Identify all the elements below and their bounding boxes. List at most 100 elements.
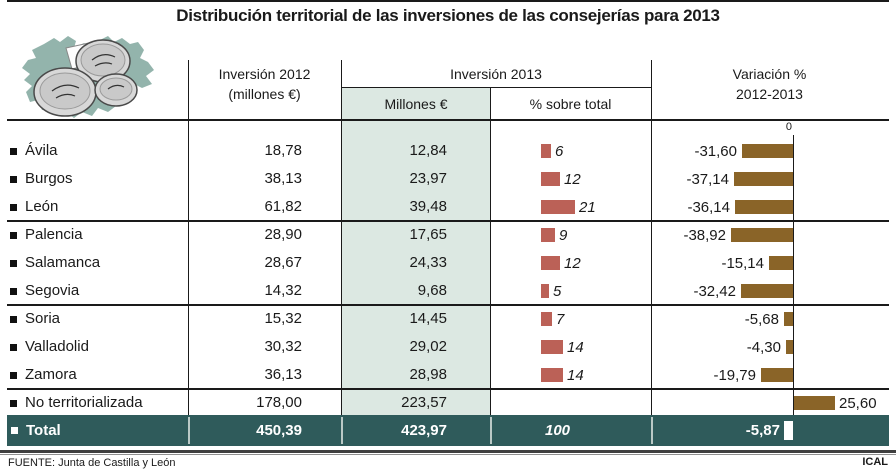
table-row: Valladolid 30,32 29,02 14 -4,30 [0, 333, 896, 361]
variation-bar [761, 368, 793, 382]
footer-rule-dark [0, 450, 896, 453]
euro-coins-icon [33, 39, 138, 117]
variation-value: 25,60 [839, 394, 877, 412]
header-inversion-2012: Inversión 2012 (millones €) [188, 64, 341, 104]
row-label-cell: Burgos [10, 165, 73, 193]
pct-bar [541, 312, 552, 326]
table-row: Soria 15,32 14,45 7 -5,68 [0, 305, 896, 333]
table-row: Salamanca 28,67 24,33 12 -15,14 [0, 249, 896, 277]
header-variacion-line2: 2012-2013 [736, 86, 803, 102]
table-row: Burgos 38,13 23,97 12 -37,14 [0, 165, 896, 193]
inv2012-value: 28,67 [264, 254, 302, 271]
header-inversion-2012-line2: (millones €) [228, 86, 301, 102]
table-row: León 61,82 39,48 21 -36,14 [0, 193, 896, 221]
row-label-cell: Salamanca [10, 249, 100, 277]
row-label: Valladolid [25, 338, 89, 355]
row-label: Zamora [25, 366, 77, 383]
bullet-square-icon [10, 231, 17, 239]
variation-bar [769, 256, 793, 270]
total-variation-bar [784, 421, 793, 440]
subheader-divider [341, 87, 651, 88]
header-variacion: Variación % 2012-2013 [651, 64, 888, 104]
bullet-square-icon [10, 371, 17, 379]
variation-bar [741, 284, 793, 298]
page-title: Distribución territorial de las inversio… [176, 6, 720, 25]
pct-bar [541, 368, 563, 382]
inv2013-value: 14,45 [409, 310, 447, 327]
variation-value: -36,14 [687, 198, 730, 216]
pct-cell: 7 [541, 305, 564, 333]
inv2012-value: 30,32 [264, 338, 302, 355]
variation-bar [786, 340, 793, 354]
pct-cell: 12 [541, 165, 581, 193]
row-label: No territorializada [25, 394, 143, 411]
pct-value: 5 [553, 282, 562, 300]
variation-bar [742, 144, 793, 158]
bullet-square-icon [10, 399, 17, 407]
zero-axis-label: 0 [785, 121, 792, 133]
pct-cell: 9 [541, 221, 567, 249]
column-divider [341, 60, 342, 415]
total-variation-cell: -5,87 [746, 415, 793, 446]
agency-credit: ICAL [862, 456, 888, 468]
row-label-cell: Palencia [10, 221, 83, 249]
total-row-divider [341, 417, 343, 444]
variation-cell: -36,14 [687, 193, 793, 221]
inv2013-value: 12,84 [409, 142, 447, 159]
inv2012-value: 14,32 [264, 282, 302, 299]
total-variation-value: -5,87 [745, 422, 780, 439]
pct-cell: 14 [541, 361, 584, 389]
bullet-square-icon [10, 287, 17, 295]
variation-bar [731, 228, 793, 242]
inv2012-value: 61,82 [264, 198, 302, 215]
group-separator [7, 220, 889, 222]
variation-value: -32,42 [693, 282, 736, 300]
header-inversion-2012-line1: Inversión 2012 [218, 66, 311, 82]
variation-cell: -5,68 [745, 305, 793, 333]
zero-axis-line [793, 135, 794, 415]
pct-bar [541, 228, 555, 242]
pct-cell: 21 [541, 193, 596, 221]
pct-value: 14 [567, 338, 584, 356]
pct-bar [541, 200, 575, 214]
inv2012-value: 38,13 [264, 170, 302, 187]
inv2013-value: 23,97 [409, 170, 447, 187]
variation-value: -15,14 [721, 254, 764, 272]
pct-bar [541, 172, 560, 186]
table-row: No territorializada 178,00 223,57 25,60 [0, 389, 896, 417]
pct-cell: 5 [541, 277, 561, 305]
inv2012-value: 15,32 [264, 310, 302, 327]
variation-value: -5,68 [744, 310, 779, 328]
total-row-divider [490, 417, 492, 444]
row-label: Burgos [25, 170, 73, 187]
row-label-cell: Zamora [10, 361, 77, 389]
total-row: Total 450,39 423,97 100 -5,87 [7, 415, 889, 446]
inv2012-value: 18,78 [264, 142, 302, 159]
total-inv2013-value: 423,97 [401, 422, 447, 439]
total-inv2012-value: 450,39 [256, 422, 302, 439]
bullet-square-icon [10, 203, 17, 211]
total-label-cell: Total [11, 415, 61, 446]
inv2013-value: 17,65 [409, 226, 447, 243]
table-row: Palencia 28,90 17,65 9 -38,92 [0, 221, 896, 249]
header-inversion-2013: Inversión 2013 [450, 66, 542, 82]
pct-value: 14 [567, 366, 584, 384]
row-label: Soria [25, 310, 61, 327]
pct-value: 12 [564, 254, 581, 272]
inv2013-value: 29,02 [409, 338, 447, 355]
variation-cell: -4,30 [747, 333, 793, 361]
variation-cell: -19,79 [713, 361, 793, 389]
top-border-line [7, 0, 889, 2]
pct-value: 21 [579, 198, 596, 216]
pct-bar [541, 340, 563, 354]
bullet-square-icon [10, 175, 17, 183]
table-row: Ávila 18,78 12,84 6 -31,60 [0, 137, 896, 165]
bullet-square-icon [10, 147, 17, 155]
variation-bar [734, 172, 793, 186]
variation-value: -37,14 [686, 170, 729, 188]
pct-bar [541, 144, 551, 158]
variation-bar [784, 312, 793, 326]
row-label-cell: León [10, 193, 58, 221]
pct-value: 7 [556, 310, 565, 328]
column-divider [651, 60, 652, 415]
